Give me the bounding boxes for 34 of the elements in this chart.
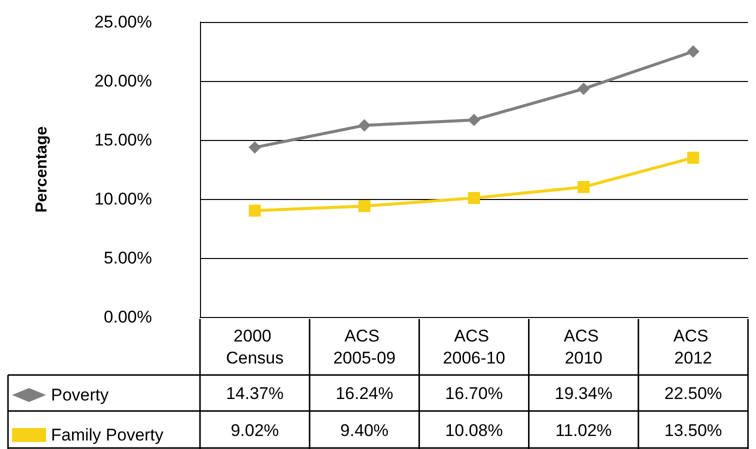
point (358, 119, 370, 132)
data-label: 11.02% (555, 421, 612, 440)
x-tick-label: ACS 2006-10 (442, 326, 506, 368)
x-tick-label: ACS 2005-09 (333, 326, 396, 368)
y-tick-label: 15.00% (94, 130, 152, 150)
y-tick-label: 20.00% (94, 72, 152, 90)
data-label: 14.37% (226, 384, 284, 403)
data-label: 9.40% (340, 421, 388, 440)
data-label: 16.70% (445, 384, 503, 403)
y-tick-label: 5.00% (104, 248, 152, 268)
point (578, 82, 590, 95)
y-tick-label: 10.00% (94, 190, 152, 208)
y-axis-title: Percentage (34, 126, 50, 213)
point (358, 200, 370, 212)
data-label: 13.50% (664, 421, 722, 440)
legend-label: Poverty (51, 386, 110, 404)
data-label: 16.24% (336, 384, 394, 403)
point (248, 141, 261, 154)
data-label: 9.02% (230, 421, 279, 440)
data-label: 22.50% (664, 384, 722, 403)
point (578, 180, 590, 193)
y-tick-label: 25.00% (94, 12, 152, 32)
legend-label: Family Poverty (51, 426, 164, 444)
x-tick-label: ACS 2010 (564, 326, 604, 368)
y-tick-label: 0.00% (104, 308, 152, 326)
data-label: 19.34% (554, 384, 612, 403)
point (687, 152, 700, 164)
x-tick-label: 2000 Census (226, 326, 284, 368)
point (687, 46, 700, 58)
point (468, 114, 480, 126)
point (248, 204, 261, 217)
point (468, 192, 480, 204)
data-label: 10.08% (445, 421, 503, 440)
x-tick-label: ACS 2012 (673, 326, 714, 368)
